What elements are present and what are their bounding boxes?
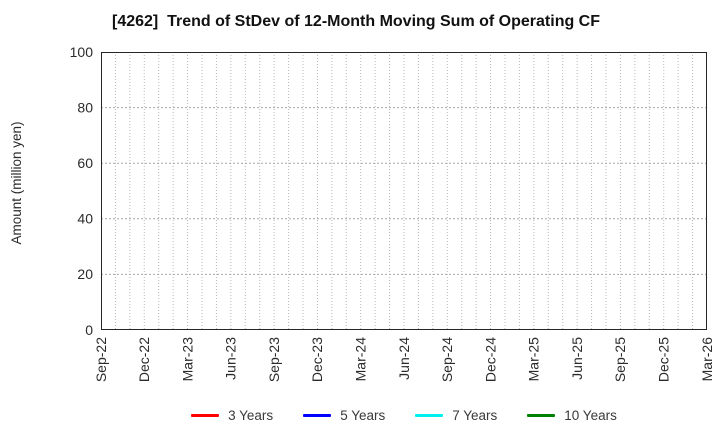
- legend-label: 5 Years: [340, 407, 386, 423]
- legend-line-swatch: [415, 413, 444, 417]
- x-tick-label: Jun-25: [569, 337, 585, 380]
- legend-item-3-years: 3 Years: [191, 408, 273, 423]
- legend-item-7-years: 7 Years: [415, 408, 497, 423]
- y-tick-label: 60: [77, 155, 93, 171]
- plot-area: 0 20 40 60 80 100 Sep-22 Dec-22 Mar-23 Jun-23 Sep-…: [70, 44, 715, 382]
- x-tick-label: Dec-24: [482, 337, 498, 382]
- legend-item-10-years: 10 Years: [527, 408, 617, 423]
- x-tick-label: Sep-22: [93, 337, 109, 382]
- legend-label: 10 Years: [564, 407, 617, 423]
- y-tick-label: 0: [85, 322, 93, 338]
- y-tick-label: 20: [77, 266, 93, 282]
- legend-label: 3 Years: [228, 407, 274, 423]
- x-tick-label: Dec-22: [136, 337, 152, 382]
- legend-line-swatch: [191, 413, 220, 417]
- chart-title: [4262] Trend of StDev of 12-Month Moving…: [111, 13, 601, 30]
- plot-border: [101, 52, 707, 330]
- legend-line-swatch: [303, 413, 332, 417]
- x-tick-label: Mar-26: [699, 337, 715, 382]
- x-tick-label: Mar-23: [179, 337, 195, 382]
- x-tick-label: Jun-23: [223, 337, 239, 380]
- legend-line-swatch: [527, 413, 556, 417]
- legend-label: 7 Years: [452, 407, 498, 423]
- legend-item-5-years: 5 Years: [303, 408, 385, 423]
- x-tick-label: Mar-24: [352, 337, 368, 382]
- x-tick-label: Dec-23: [309, 337, 325, 382]
- y-tick-label: 100: [70, 44, 94, 60]
- legend: 3 Years 5 Years 7 Years 10 Years: [101, 403, 707, 427]
- x-tick-label: Sep-23: [266, 337, 282, 382]
- y-tick-label: 40: [77, 211, 93, 227]
- x-tick-label: Mar-25: [526, 337, 542, 382]
- x-tick-label: Jun-24: [396, 337, 412, 380]
- x-tick-label: Sep-25: [612, 337, 628, 382]
- x-tick-label: Sep-24: [439, 337, 455, 382]
- y-tick-label: 80: [77, 99, 93, 115]
- x-tick-label: Dec-25: [655, 337, 671, 382]
